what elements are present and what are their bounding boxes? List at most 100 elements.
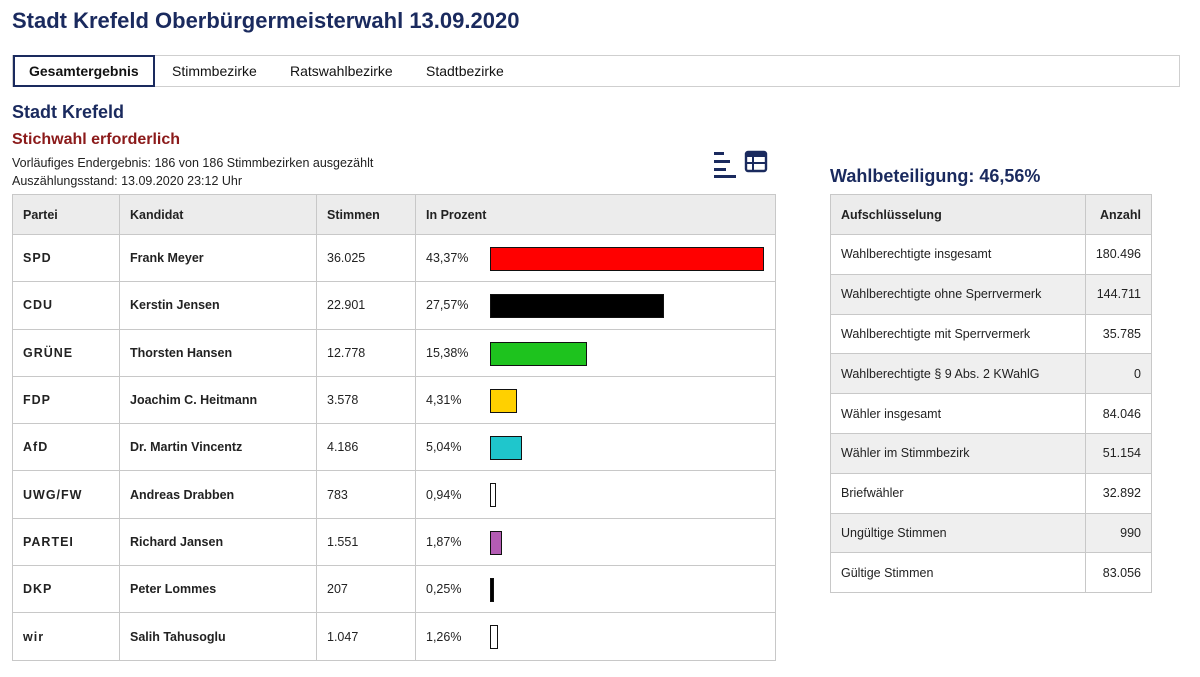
- breakdown-value: 180.496: [1084, 234, 1153, 275]
- tab-stimmbezirke[interactable]: Stimmbezirke: [172, 63, 257, 79]
- result-bar: [490, 294, 664, 319]
- breakdown-value: 32.892: [1084, 472, 1153, 514]
- candidate-name: Thorsten Hansen: [119, 328, 317, 377]
- breakdown-value: 35.785: [1084, 313, 1153, 355]
- table-row: Wahlberechtigte § 9 Abs. 2 KWahlG 0: [830, 353, 1153, 395]
- breakdown-label: Gültige Stimmen: [830, 552, 1086, 594]
- table-row: UWG/FW Andreas Drabben 783 0,94%: [12, 470, 776, 519]
- table-row: Wahlberechtigte ohne Sperrvermerk 144.711: [830, 273, 1153, 315]
- result-bar: [490, 483, 496, 508]
- breakdown-value: 0: [1084, 353, 1153, 395]
- tab-ratswahlbezirke[interactable]: Ratswahlbezirke: [290, 63, 393, 79]
- party-name: AfD: [12, 423, 120, 472]
- count-timestamp: Auszählungsstand: 13.09.2020 23:12 Uhr: [12, 174, 243, 188]
- percent-value: 4,31%: [426, 393, 462, 408]
- vote-count: 783: [316, 470, 416, 519]
- table-row: DKP Peter Lommes 207 0,25%: [12, 565, 776, 614]
- result-bar: [490, 530, 502, 555]
- table-row: Wahlberechtigte insgesamt 180.496: [830, 234, 1153, 275]
- party-name: PARTEI: [12, 517, 120, 567]
- header-stimmen[interactable]: Stimmen: [316, 194, 416, 235]
- table-row: Briefwähler 32.892: [830, 472, 1153, 514]
- table-row: Wahlberechtigte mit Sperrvermerk 35.785: [830, 313, 1153, 355]
- table-row: PARTEI Richard Jansen 1.551 1,87%: [12, 517, 776, 567]
- breakdown-value: 990: [1084, 512, 1153, 554]
- table-row: wir Salih Tahusoglu 1.047 1,26%: [12, 612, 776, 661]
- vote-count: 12.778: [316, 328, 416, 377]
- header-partei[interactable]: Partei: [12, 194, 120, 235]
- percent-value: 0,25%: [426, 582, 462, 597]
- breakdown-label: Wahlberechtigte mit Sperrvermerk: [830, 313, 1086, 355]
- vote-count: 22.901: [316, 281, 416, 330]
- candidate-name: Peter Lommes: [119, 565, 317, 614]
- count-status: Vorläufiges Endergebnis: 186 von 186 Sti…: [12, 156, 374, 170]
- table-row: FDP Joachim C. Heitmann 3.578 4,31%: [12, 375, 776, 425]
- table-row: CDU Kerstin Jensen 22.901 27,57%: [12, 281, 776, 330]
- breakdown-value: 144.711: [1084, 273, 1153, 315]
- party-name: CDU: [12, 281, 120, 330]
- party-name: GRÜNE: [12, 328, 120, 377]
- percent-value: 27,57%: [426, 298, 469, 313]
- table-icon[interactable]: [744, 150, 768, 179]
- percent-value: 1,87%: [426, 534, 462, 549]
- breakdown-value: 83.056: [1084, 552, 1153, 594]
- breakdown-header-row: Aufschlüsselung Anzahl: [830, 194, 1153, 235]
- candidate-name: Andreas Drabben: [119, 470, 317, 519]
- breakdown-label: Briefwähler: [830, 472, 1086, 514]
- vote-count: 36.025: [316, 233, 416, 283]
- results-header-row: Partei Kandidat Stimmen In Prozent: [12, 194, 776, 235]
- percent-value: 15,38%: [426, 345, 469, 360]
- party-name: SPD: [12, 233, 120, 283]
- percent-cell: 0,94%: [415, 470, 776, 519]
- bar-chart-icon[interactable]: [712, 150, 738, 185]
- percent-cell: 1,26%: [415, 612, 776, 661]
- table-row: Wähler insgesamt 84.046: [830, 393, 1153, 434]
- percent-value: 5,04%: [426, 440, 462, 455]
- breakdown-label: Wähler insgesamt: [830, 393, 1086, 434]
- table-row: Ungültige Stimmen 990: [830, 512, 1153, 554]
- tab-gesamtergebnis[interactable]: Gesamtergebnis: [13, 55, 155, 87]
- status-text: Stichwahl erforderlich: [12, 131, 181, 148]
- vote-count: 3.578: [316, 375, 416, 425]
- header-aufschluesselung: Aufschlüsselung: [830, 194, 1086, 235]
- party-name: DKP: [12, 565, 120, 614]
- page-title: Stadt Krefeld Oberbürgermeisterwahl 13.0…: [12, 8, 520, 33]
- header-kandidat[interactable]: Kandidat: [119, 194, 317, 235]
- table-row: Wähler im Stimmbezirk 51.154: [830, 432, 1153, 474]
- result-bar: [490, 341, 587, 366]
- table-row: SPD Frank Meyer 36.025 43,37%: [12, 233, 776, 283]
- percent-cell: 1,87%: [415, 517, 776, 567]
- candidate-name: Richard Jansen: [119, 517, 317, 567]
- result-bar: [490, 388, 517, 413]
- breakdown-label: Wahlberechtigte insgesamt: [830, 234, 1086, 275]
- breakdown-label: Wähler im Stimmbezirk: [830, 432, 1086, 474]
- candidate-name: Joachim C. Heitmann: [119, 375, 317, 425]
- percent-cell: 5,04%: [415, 423, 776, 472]
- candidate-name: Kerstin Jensen: [119, 281, 317, 330]
- percent-value: 43,37%: [426, 251, 469, 266]
- table-row: AfD Dr. Martin Vincentz 4.186 5,04%: [12, 423, 776, 472]
- breakdown-value: 51.154: [1084, 432, 1153, 474]
- turnout-title: Wahlbeteiligung: 46,56%: [830, 166, 1041, 186]
- tab-bar: Gesamtergebnis Stimmbezirke Ratswahlbezi…: [12, 55, 1180, 87]
- percent-cell: 27,57%: [415, 281, 776, 330]
- candidate-name: Salih Tahusoglu: [119, 612, 317, 661]
- header-anzahl: Anzahl: [1084, 194, 1153, 235]
- tab-stadtbezirke[interactable]: Stadtbezirke: [426, 63, 504, 79]
- party-name: UWG/FW: [12, 470, 120, 519]
- results-table: Partei Kandidat Stimmen In Prozent SPD Fr…: [12, 194, 776, 661]
- result-bar: [490, 436, 522, 461]
- breakdown-table: Aufschlüsselung Anzahl Wahlberechtigte i…: [830, 194, 1153, 594]
- table-row: GRÜNE Thorsten Hansen 12.778 15,38%: [12, 328, 776, 377]
- candidate-name: Frank Meyer: [119, 233, 317, 283]
- breakdown-label: Wahlberechtigte ohne Sperrvermerk: [830, 273, 1086, 315]
- header-prozent[interactable]: In Prozent: [415, 194, 776, 235]
- percent-cell: 43,37%: [415, 233, 776, 283]
- percent-cell: 0,25%: [415, 565, 776, 614]
- percent-cell: 15,38%: [415, 328, 776, 377]
- result-bar: [490, 247, 764, 271]
- percent-value: 1,26%: [426, 629, 462, 644]
- percent-cell: 4,31%: [415, 375, 776, 425]
- breakdown-value: 84.046: [1084, 393, 1153, 434]
- party-name: wir: [12, 612, 120, 661]
